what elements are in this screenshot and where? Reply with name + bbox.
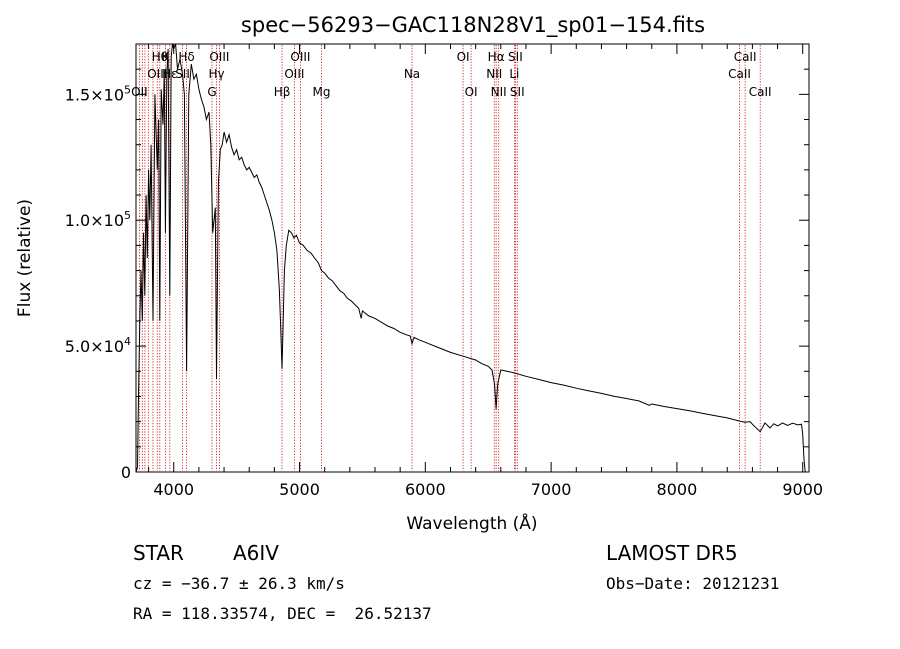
line-marker-label: Hδ [178, 50, 194, 64]
line-marker-label: CaII [728, 67, 751, 81]
line-marker-label: OI [457, 50, 470, 64]
chart-title: spec−56293−GAC118N28V1_sp01−154.fits [241, 13, 705, 38]
line-marker-label: OIII [147, 67, 167, 81]
line-marker-label: NII [491, 85, 507, 99]
line-marker-label: SII [510, 85, 525, 99]
line-marker-label: Hε [162, 67, 178, 81]
x-tick-label: 5000 [279, 480, 320, 499]
y-tick-label: 0 [121, 463, 131, 482]
line-marker-label: OI [465, 85, 478, 99]
x-axis-label: Wavelength (Å) [406, 512, 537, 534]
object-type: STAR [133, 541, 184, 565]
y-tick-label: 5.0×104 [65, 335, 131, 356]
y-axis-ticks: 0 5.0×104 1.0×105 1.5×105 [65, 43, 809, 482]
line-marker-label: Li [509, 67, 519, 81]
plot-frame [135, 43, 810, 473]
line-marker-label: CaII [749, 85, 772, 99]
line-marker-label: Hθ [152, 50, 168, 64]
line-marker-label: G [207, 85, 216, 99]
line-marker-label: SII [508, 50, 523, 64]
line-marker-label: NII [486, 67, 502, 81]
line-marker-label: CaII [734, 50, 757, 64]
line-marker-label: Na [404, 67, 420, 81]
x-axis-ticks: 4000 5000 6000 7000 8000 9000 [148, 44, 823, 499]
line-marker-labels: OII OIII HθK Hε SII Hδ G Hγ OIII Hβ OIII OIII Mg Na OI… [131, 50, 771, 99]
x-tick-label: 4000 [153, 480, 194, 499]
line-marker-label: OIII [290, 50, 310, 64]
redshift-readout: cz = −36.7 ± 26.3 km/s [133, 574, 345, 593]
line-marker-label: K [161, 50, 170, 64]
line-marker-label: OIII [284, 67, 304, 81]
spectrum-trace [135, 43, 808, 473]
x-tick-label: 9000 [782, 480, 823, 499]
y-tick-label: 1.5×105 [65, 83, 131, 104]
x-tick-label: 7000 [531, 480, 572, 499]
line-marker-label: Hα [488, 50, 505, 64]
coordinates-readout: RA = 118.33574, DEC = 26.52137 [133, 604, 432, 623]
y-tick-label: 1.0×105 [65, 209, 131, 230]
line-marker-label: Mg [313, 85, 331, 99]
observation-date: Obs−Date: 20121231 [606, 574, 780, 593]
y-axis-label: Flux (relative) [15, 199, 35, 317]
line-marker-label: OII [131, 85, 148, 99]
x-tick-label: 8000 [657, 480, 698, 499]
line-marker-label: OIII [209, 50, 229, 64]
line-marker-label: Hγ [208, 67, 224, 81]
x-tick-label: 6000 [405, 480, 446, 499]
line-marker-label: Hβ [274, 85, 291, 99]
object-subclass: A6IV [233, 541, 279, 565]
line-markers [138, 45, 761, 471]
survey-name: LAMOST DR5 [606, 541, 738, 565]
